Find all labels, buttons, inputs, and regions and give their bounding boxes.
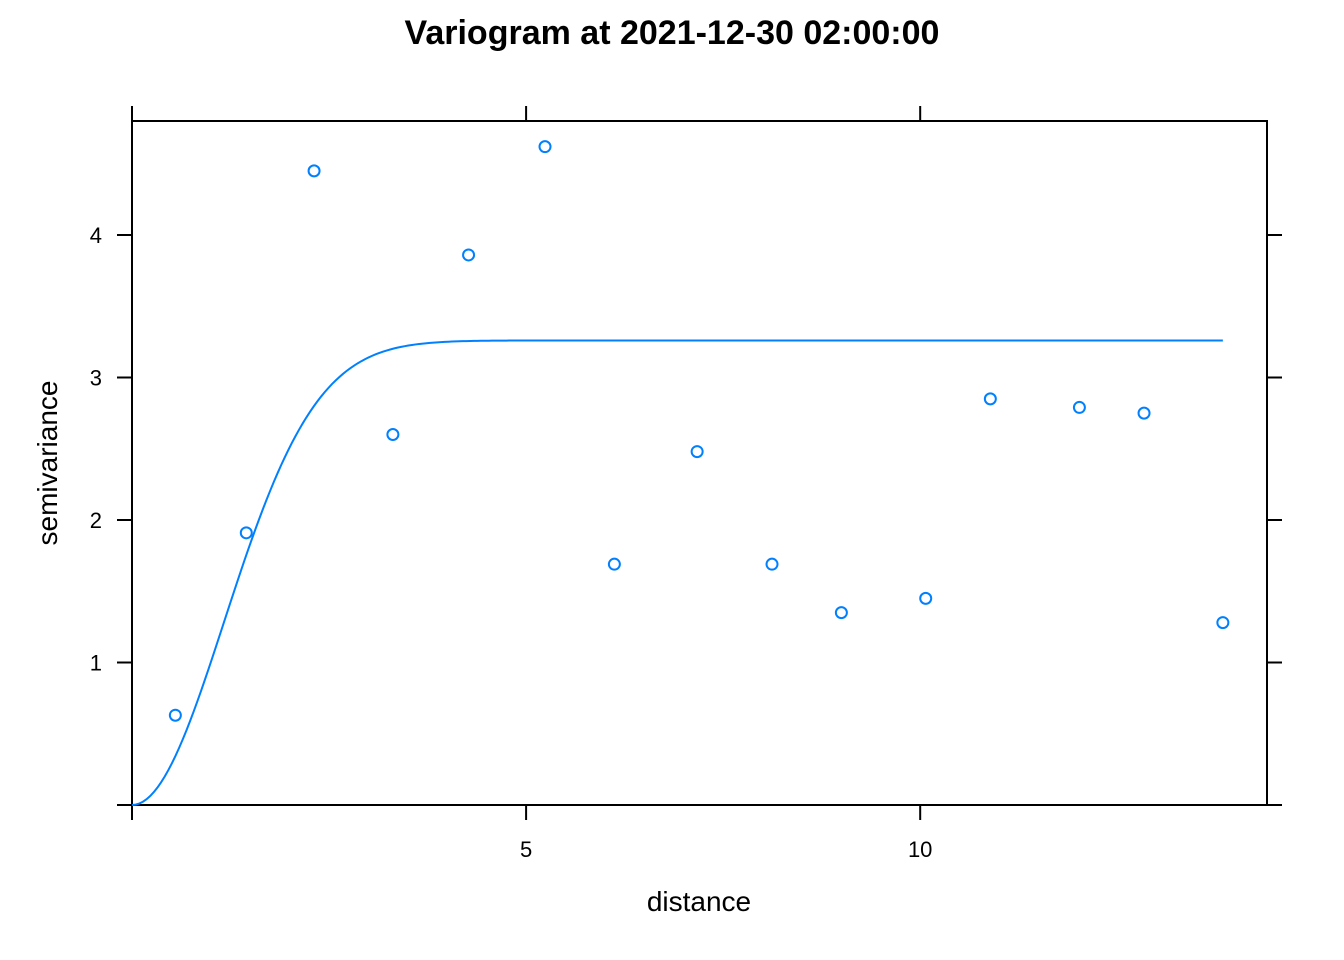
- y-tick-label: 4: [90, 223, 102, 248]
- y-tick-label: 2: [90, 508, 102, 533]
- semivariance-point: [690, 445, 704, 459]
- x-axis-label: distance: [647, 886, 751, 917]
- semivariance-point: [538, 140, 552, 154]
- semivariance-point: [168, 708, 182, 722]
- plot-frame: [131, 120, 1268, 806]
- y-tick-label: 1: [90, 651, 102, 676]
- model-curve-line: [131, 339, 1223, 806]
- semivariance-point: [462, 248, 476, 262]
- semivariance-point: [834, 606, 848, 620]
- model-layer: [131, 339, 1223, 806]
- x-axis-ticks: 5 10: [131, 106, 932, 862]
- x-tick-label: 10: [908, 837, 932, 862]
- chart-title: Variogram at 2021-12-30 02:00:00: [405, 14, 940, 52]
- semivariance-point: [386, 428, 400, 441]
- semivariance-point: [919, 591, 933, 605]
- y-tick-label: 3: [90, 366, 102, 391]
- semivariance-point: [1216, 616, 1230, 630]
- x-tick-label: 5: [520, 837, 532, 862]
- semivariance-point: [983, 392, 997, 406]
- semivariance-point: [765, 557, 779, 571]
- semivariance-point: [1072, 400, 1086, 414]
- y-axis-label: semivariance: [32, 381, 63, 546]
- semivariance-point: [1137, 406, 1151, 420]
- semivariance-point: [239, 526, 253, 540]
- points-layer: [168, 140, 1230, 722]
- y-axis-ticks: 1 2 3 4: [90, 223, 1282, 806]
- semivariance-point: [307, 164, 321, 178]
- semivariance-point: [607, 557, 621, 571]
